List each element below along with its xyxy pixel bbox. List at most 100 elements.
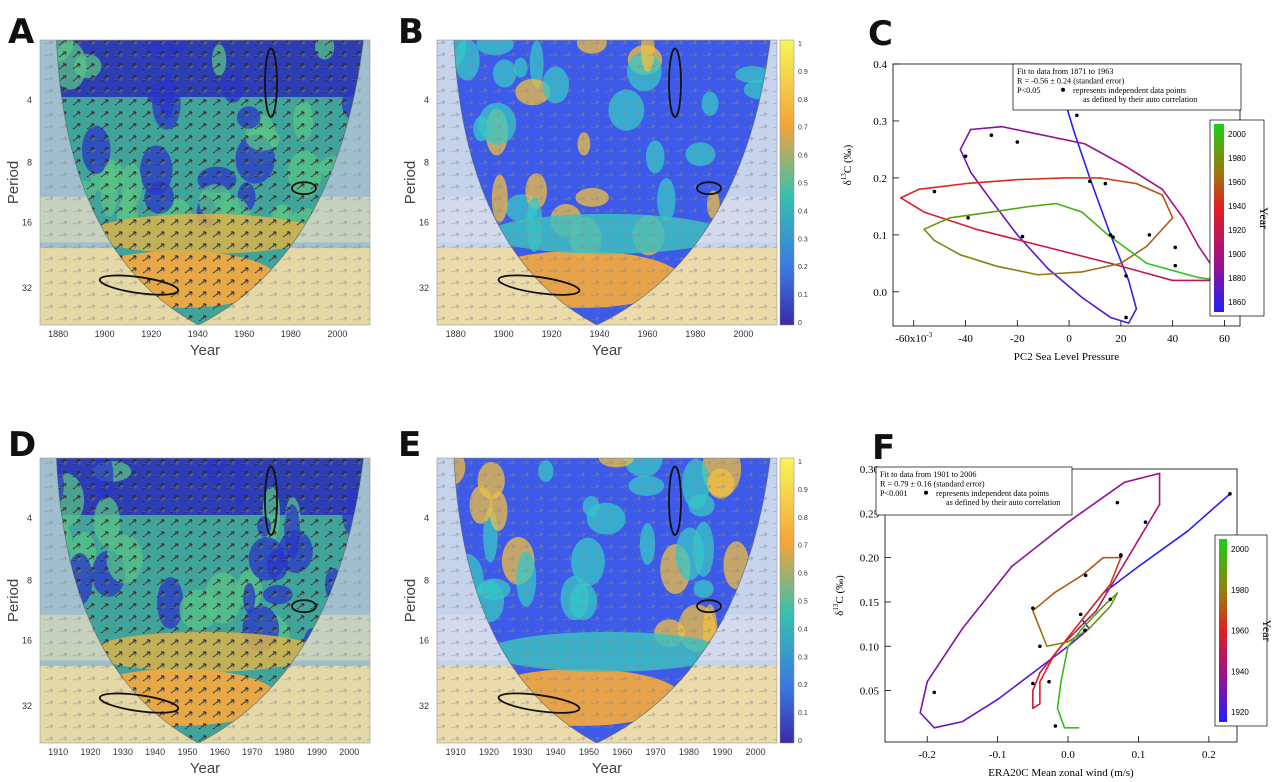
colorbar-tick-label: 1960	[1228, 178, 1246, 187]
x-tick-label: 60	[1219, 333, 1231, 345]
trajectory-segment	[1039, 654, 1055, 683]
y-tick-label: 0.3	[873, 116, 887, 128]
legend-box	[1012, 63, 1242, 111]
legend-point-marker	[1061, 87, 1065, 92]
trajectory-segment	[975, 228, 1044, 248]
significance-contour	[264, 465, 278, 536]
legend-line: Fit to data from 1871 to 1963	[1017, 67, 1113, 76]
x-tick-label: 1880	[446, 329, 466, 339]
y-tick-label: 4	[27, 513, 32, 523]
y-tick-label: 16	[419, 217, 429, 227]
colorbar-tick-label: 0.7	[798, 543, 808, 550]
x-scale-exponent: -3	[926, 331, 932, 339]
legend-line: as defined by their auto correlation	[946, 498, 1060, 507]
y-tick-label: 8	[27, 576, 32, 586]
trajectory-segment	[1016, 234, 1050, 270]
plot-frame	[39, 39, 371, 326]
x-tick-label: 1980	[685, 329, 705, 339]
trajectory-segment	[1056, 680, 1062, 710]
independent-data-point	[1083, 628, 1087, 633]
trajectory-segment	[961, 698, 999, 723]
y-tick-label: 0.25	[860, 508, 880, 520]
trajectory-segment	[1000, 125, 1044, 136]
x-tick-label: 1930	[512, 747, 532, 757]
independent-data-point	[1053, 724, 1058, 728]
colorbar-tick-label: 1920	[1231, 708, 1249, 717]
significance-contour	[668, 465, 682, 536]
independent-data-point	[1015, 140, 1020, 144]
legend-line: represents independent data points	[936, 489, 1049, 498]
y-tick-label: 8	[27, 158, 32, 168]
colorbar	[779, 457, 795, 744]
significance-contour	[497, 692, 581, 714]
y-tick-label: 0.30	[860, 464, 880, 476]
trajectory-segment	[1083, 142, 1127, 168]
trajectory-segment	[959, 148, 972, 174]
trajectory-segment	[1182, 216, 1200, 248]
legend-line: Fit to data from 1901 to 2006	[880, 470, 976, 479]
x-tick-label: 1940	[188, 329, 208, 339]
year-colorbar	[1214, 124, 1224, 312]
colorbar-tick-label: 0.3	[798, 654, 808, 661]
x-tick-label: 1990	[712, 747, 732, 757]
trajectory-segment	[1161, 194, 1174, 219]
y-tick-label: 16	[22, 217, 32, 227]
y-tick-label: 8	[424, 158, 429, 168]
x-tick-label: 1940	[590, 329, 610, 339]
phase-arrows-outside	[40, 40, 370, 325]
trajectory-segment	[1032, 672, 1041, 692]
x-tick-label: 1940	[546, 747, 566, 757]
trajectory-segment	[1109, 316, 1130, 324]
x-tick-label: 1990	[307, 747, 327, 757]
x-tick-label: 1950	[177, 747, 197, 757]
colorbar-tick-label: 0.6	[798, 153, 808, 160]
y-axis-label-sup: 13	[832, 603, 840, 611]
independent-data-point	[1103, 181, 1108, 186]
x-tick-label: 1920	[479, 747, 499, 757]
trajectory-segment	[918, 182, 967, 191]
trajectory-segment	[1145, 262, 1200, 279]
trajectory-segment	[969, 125, 1003, 131]
trajectory-segment	[1081, 583, 1112, 621]
trajectory-segment	[1032, 592, 1055, 612]
x-tick-label: 1970	[242, 747, 262, 757]
y-tick-label: 8	[424, 576, 429, 586]
colorbar-tick-label: 1940	[1231, 667, 1249, 676]
independent-data-point	[1020, 234, 1025, 239]
significance-contour	[497, 274, 581, 296]
phase-arrows-outside	[40, 458, 370, 743]
trajectory-segment	[1081, 556, 1105, 577]
panel-letter-b: B	[398, 12, 424, 52]
trajectory-segment	[1067, 481, 1126, 523]
legend-line: P<0.05	[1017, 86, 1041, 95]
independent-data-point	[1083, 573, 1088, 578]
x-tick-label: 1980	[281, 329, 301, 339]
legend-line: represents independent data points	[1073, 86, 1186, 95]
legend-line: as defined by their auto correlation	[1083, 95, 1197, 104]
trajectory-segment	[1161, 188, 1184, 219]
x-tick-label: 1970	[646, 747, 666, 757]
trajectory-segment	[1089, 177, 1112, 236]
trajectory-segment	[1145, 216, 1174, 248]
y-axis-label: Period	[5, 579, 22, 622]
independent-data-point	[1111, 235, 1115, 239]
y-axis-label-sup: 13	[840, 173, 848, 181]
trajectory-segment	[919, 711, 936, 729]
independent-data-point	[966, 215, 970, 220]
x-tick-label: 1960	[612, 747, 632, 757]
trajectory-segment	[1127, 308, 1138, 324]
trajectory-segment	[1039, 627, 1048, 648]
x-tick-label: 1940	[145, 747, 165, 757]
y-tick-label: 0.15	[860, 597, 880, 609]
trajectory-segment	[919, 680, 929, 714]
trajectory-segment	[1109, 234, 1130, 282]
x-tick-label: 0.0	[1061, 749, 1075, 761]
trajectory-segment	[899, 197, 925, 213]
y-axis-label: δ13C (‰)	[832, 575, 846, 616]
wavelet-panel-b: 4 8 16 32 1880 1900 1920 1940 1960 1980 2000 Year Pe…	[402, 39, 808, 359]
colorbar-tick-label: 0	[798, 738, 802, 745]
plot-frame	[436, 457, 778, 744]
colorbar-tick-label: 1980	[1231, 586, 1249, 595]
x-axis-label: Year	[592, 342, 622, 359]
